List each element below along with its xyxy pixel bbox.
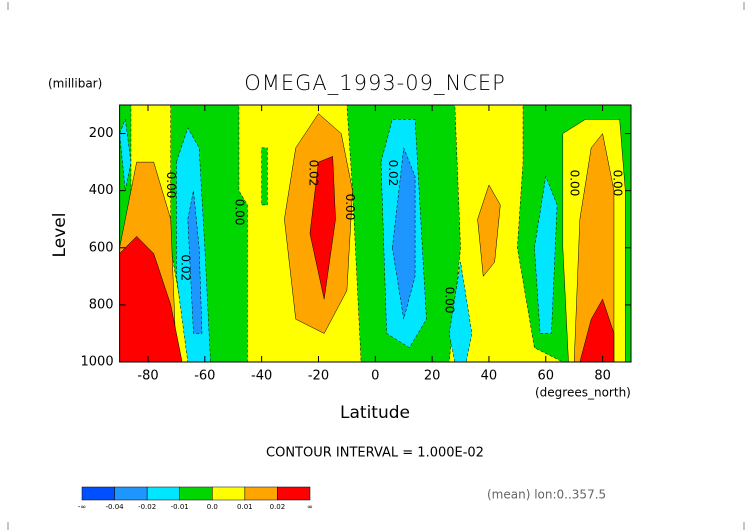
x-tick-label: -60 [194, 369, 215, 384]
contour-label: 0.02 [178, 254, 192, 281]
contour-region [187, 190, 203, 334]
contour-region [309, 156, 336, 300]
colorbar-box [212, 486, 246, 501]
x-tick-label: 60 [537, 369, 554, 384]
x-tick-label: 80 [594, 369, 611, 384]
chart-title: OMEGA_1993-09_NCEP [244, 71, 506, 95]
x-tick-label: 40 [481, 369, 498, 384]
y-unit: (millibar) [48, 77, 102, 91]
contour-region [261, 147, 268, 206]
contour-region [119, 236, 183, 362]
y-tick-label: 400 [89, 183, 114, 198]
colorbar-label: -0.04 [106, 503, 125, 511]
y-tick-label: 800 [89, 297, 114, 312]
x-tick-label: -80 [137, 369, 158, 384]
regions [119, 105, 631, 362]
contour-region [392, 147, 416, 320]
contour-label: 0.00 [343, 194, 357, 221]
contour-label: 0.00 [232, 199, 246, 226]
y-tick-label: 200 [89, 126, 114, 141]
contour-label: 0.00 [568, 170, 582, 197]
colorbar-label: -0.01 [171, 503, 189, 511]
colorbar-label: 0.02 [270, 503, 286, 511]
contour-label: 0.00 [610, 170, 624, 197]
contour-region [579, 298, 615, 362]
x-tick-label: 20 [424, 369, 441, 384]
x-tick-label: -40 [251, 369, 272, 384]
colorbar: -∞ -0.04 -0.02 -0.01 0.0 0.01 0.02 ∞ [78, 486, 313, 511]
colorbar-box [146, 486, 180, 501]
contour-label: 0.00 [443, 287, 457, 314]
contour-region [534, 175, 558, 334]
contour-region [477, 184, 501, 277]
corner-marks [7, 2, 745, 530]
contour-label: 0.00 [164, 172, 178, 199]
contour-region [448, 262, 473, 362]
colorbar-label: 0.0 [207, 503, 218, 511]
x-tick-label: 0 [371, 369, 379, 384]
colorbar-label: -0.02 [138, 503, 156, 511]
colorbar-box [179, 486, 213, 501]
colorbar-label: 0.01 [237, 503, 253, 511]
colorbar-box [244, 486, 278, 501]
footer-note: (mean) lon:0..357.5 [487, 488, 606, 502]
colorbar-box [277, 486, 311, 501]
contour-label: 0.02 [306, 160, 320, 187]
y-tick-label: 1000 [81, 355, 114, 370]
x-axis-label: Latitude [340, 403, 410, 423]
colorbar-label: -∞ [78, 503, 86, 511]
colorbar-label: ∞ [307, 503, 313, 511]
y-axis-label: Level [50, 213, 70, 258]
contour-region [119, 118, 132, 191]
x-unit: (degrees_north) [535, 386, 631, 400]
contour-label: 0.02 [386, 160, 400, 187]
y-tick-label: 600 [89, 240, 114, 255]
colorbar-box [81, 486, 115, 501]
plot-area: 0.00 0.00 0.02 0.02 0.00 0.02 0.00 0.00 0.00 -80 -… [81, 104, 632, 384]
colorbar-box [114, 486, 148, 501]
contour-note: CONTOUR INTERVAL = 1.000E-02 [266, 446, 484, 461]
x-tick-label: -20 [308, 369, 329, 384]
